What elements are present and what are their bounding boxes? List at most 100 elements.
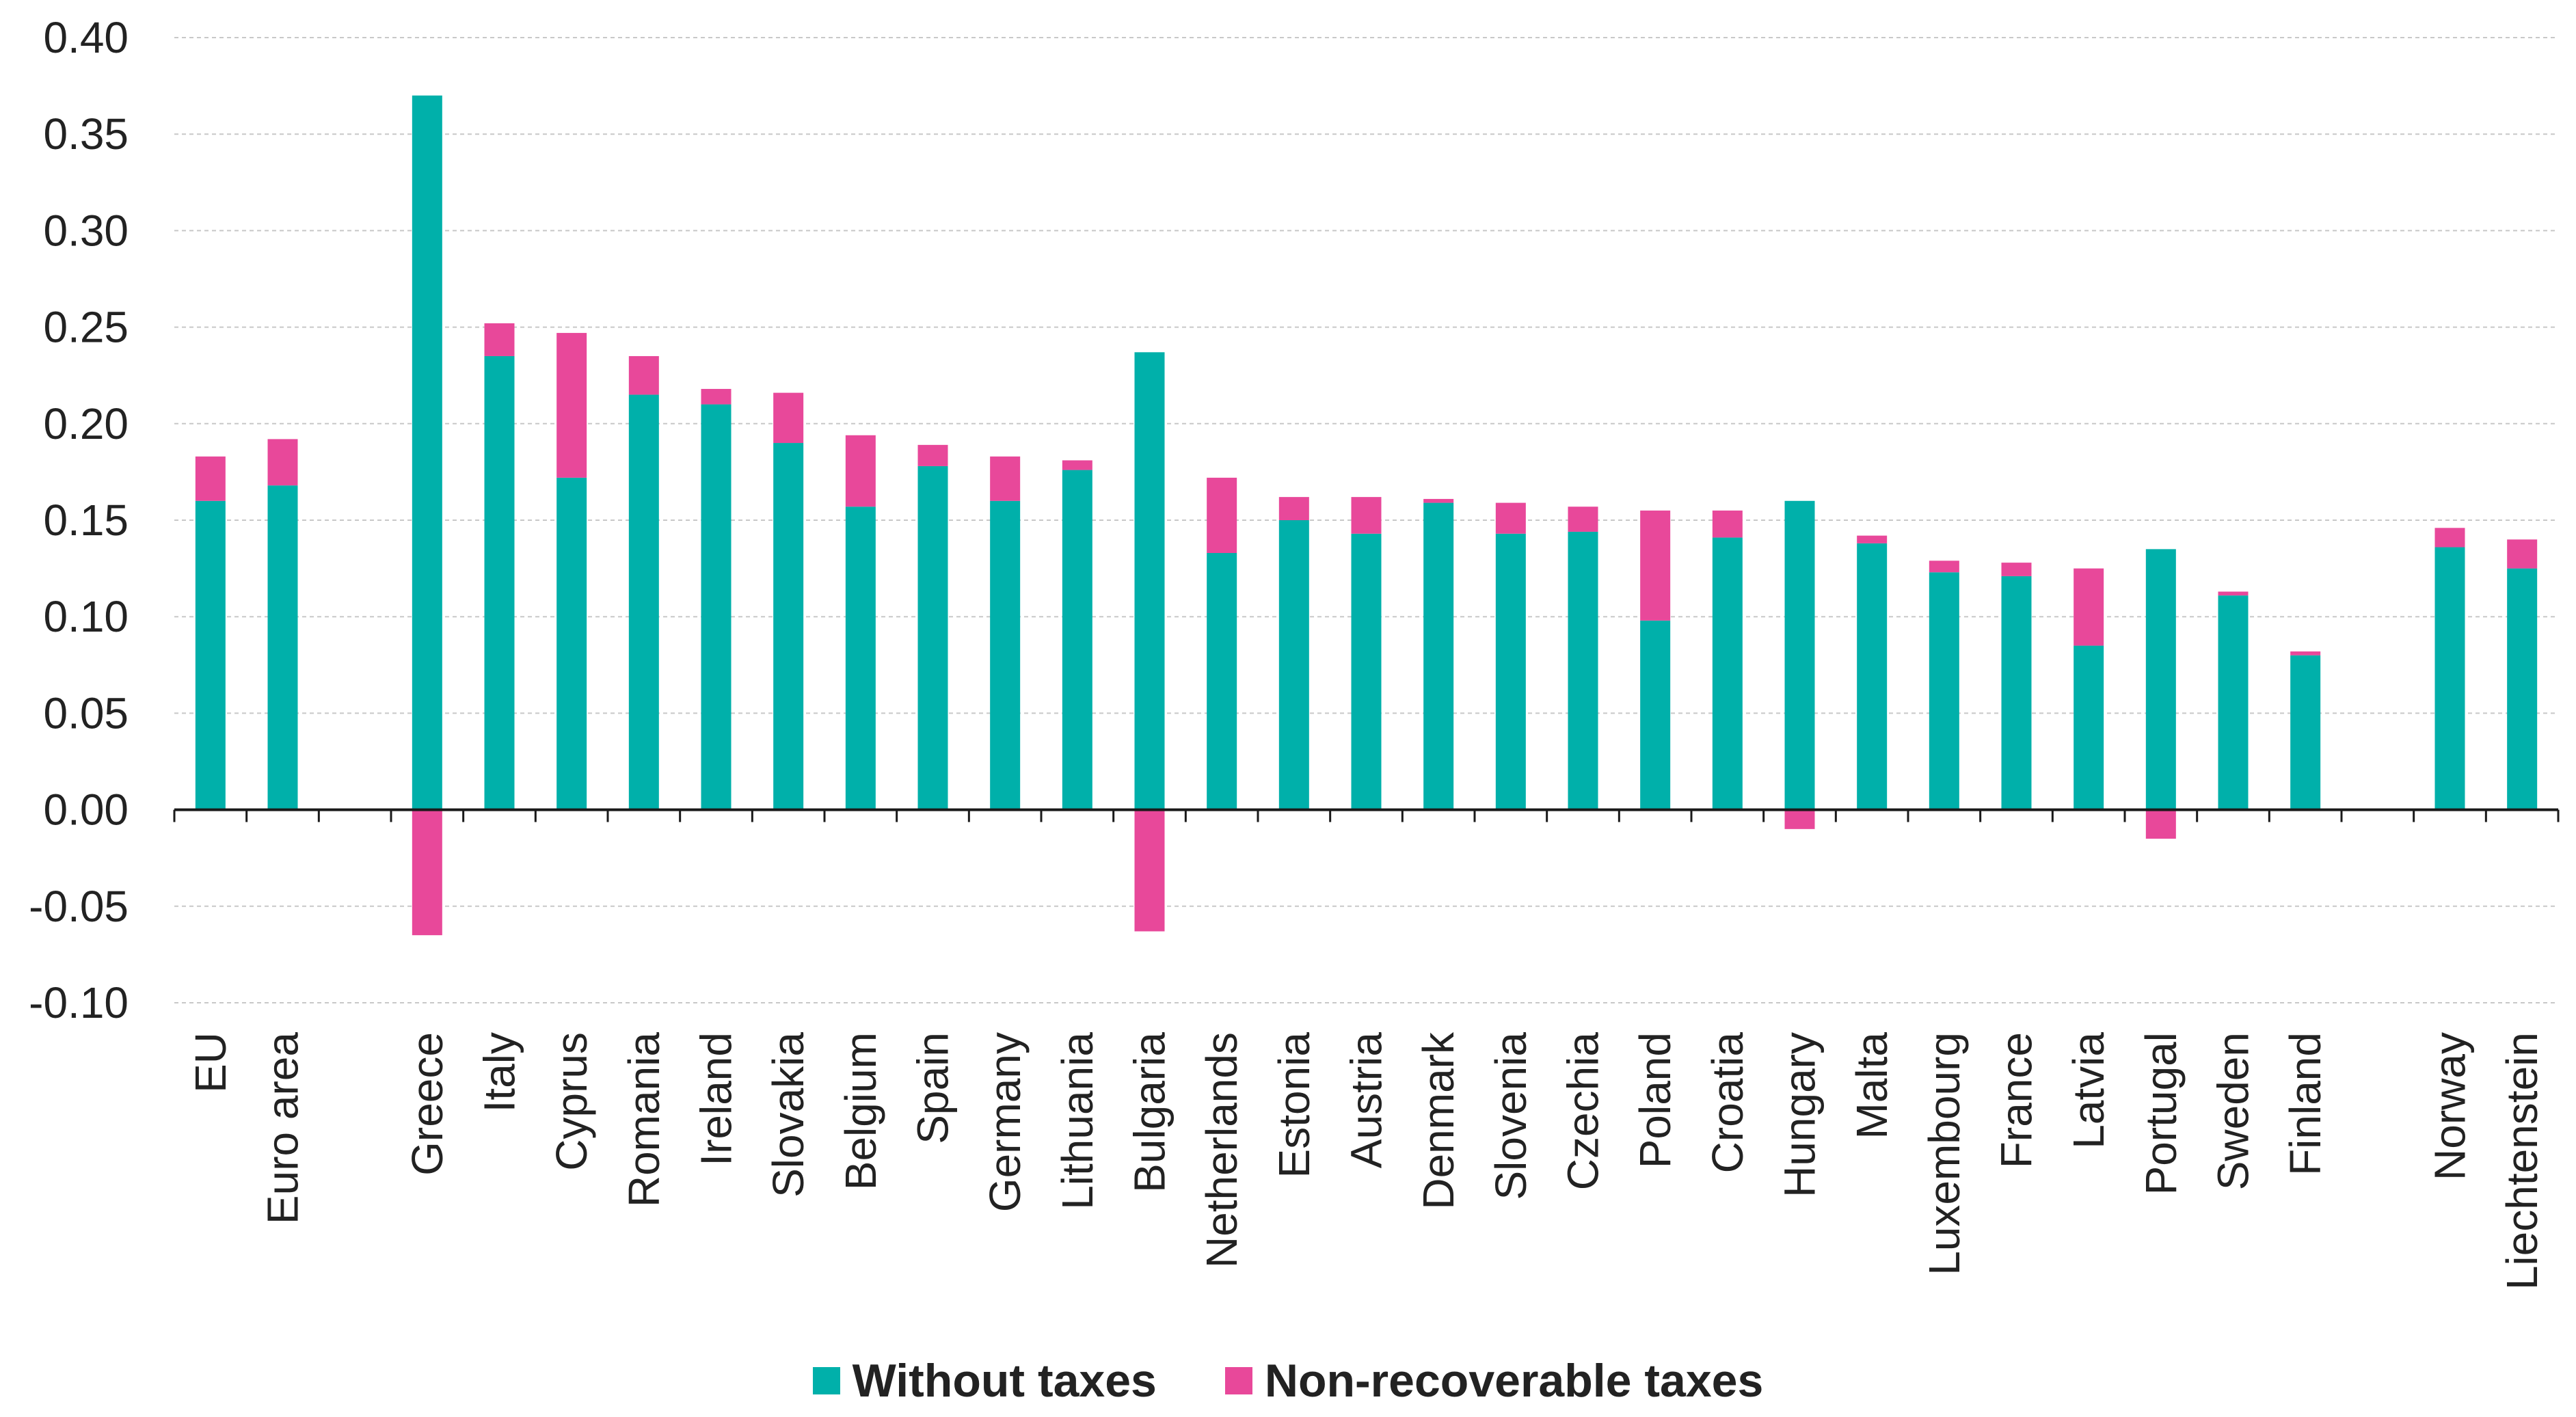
bar-without-taxes-czechia xyxy=(1568,531,1598,810)
bar-without-taxes-greece xyxy=(412,95,442,810)
y-tick-label: 0.00 xyxy=(43,785,129,835)
bar-without-taxes-lithuania xyxy=(1062,470,1092,810)
bar-non-recoverable-taxes-sweden xyxy=(2218,591,2249,596)
bar-without-taxes-austria xyxy=(1351,533,1382,810)
x-tick-label-romania: Romania xyxy=(619,1032,669,1208)
bar-non-recoverable-taxes-belgium xyxy=(845,435,876,507)
x-tick-label-czechia: Czechia xyxy=(1559,1032,1608,1191)
bar-non-recoverable-taxes-estonia xyxy=(1278,497,1309,520)
bar-without-taxes-cyprus xyxy=(556,477,587,810)
x-tick-label-eu: EU xyxy=(186,1032,235,1093)
x-tick-label-greece: Greece xyxy=(403,1032,452,1176)
bar-without-taxes-norway xyxy=(2434,547,2465,810)
x-tick-label-ireland: Ireland xyxy=(692,1032,741,1166)
bar-without-taxes-croatia xyxy=(1712,537,1743,810)
bar-non-recoverable-taxes-latvia xyxy=(2074,568,2104,646)
bar-non-recoverable-taxes-norway xyxy=(2434,528,2465,548)
bar-without-taxes-spain xyxy=(917,465,948,810)
bar-without-taxes-slovakia xyxy=(773,443,804,810)
bar-non-recoverable-taxes-eu xyxy=(195,456,226,501)
bar-non-recoverable-taxes-slovakia xyxy=(773,392,804,444)
bar-without-taxes-euro-area xyxy=(267,485,298,810)
bar-non-recoverable-taxes-germany xyxy=(990,456,1021,501)
bar-non-recoverable-taxes-malta xyxy=(1857,535,1888,543)
x-tick-label-liechtenstein: Liechtenstein xyxy=(2497,1032,2547,1290)
x-tick-label-belgium: Belgium xyxy=(836,1032,885,1190)
y-tick-label: 0.05 xyxy=(43,688,129,738)
y-tick-label: 0.20 xyxy=(43,399,129,448)
x-tick-label-euro-area: Euro area xyxy=(258,1032,308,1224)
bar-non-recoverable-taxes-hungary xyxy=(1784,809,1815,829)
x-tick-label-finland: Finland xyxy=(2281,1032,2330,1176)
bar-without-taxes-belgium xyxy=(845,507,876,810)
legend-item-without-taxes: Without taxes xyxy=(812,1354,1157,1407)
x-tick-label-hungary: Hungary xyxy=(1775,1032,1825,1198)
bar-without-taxes-estonia xyxy=(1278,520,1309,810)
x-tick-label-sweden: Sweden xyxy=(2209,1032,2258,1190)
x-tick-label-portugal: Portugal xyxy=(2136,1032,2186,1195)
bar-without-taxes-hungary xyxy=(1784,500,1815,810)
x-tick-label-luxembourg: Luxembourg xyxy=(1920,1032,1969,1276)
bar-without-taxes-eu xyxy=(195,500,226,810)
x-tick-label-slovakia: Slovakia xyxy=(764,1032,813,1198)
x-tick-label-malta: Malta xyxy=(1847,1032,1896,1139)
bar-without-taxes-latvia xyxy=(2074,645,2104,810)
bar-without-taxes-bulgaria xyxy=(1134,352,1165,810)
x-axis xyxy=(173,808,2560,822)
y-tick-label: 0.25 xyxy=(43,303,129,352)
bar-without-taxes-denmark xyxy=(1423,502,1454,810)
bar-non-recoverable-taxes-lithuania xyxy=(1062,460,1092,470)
y-tick-label: 0.35 xyxy=(43,109,129,159)
legend-swatch-without-taxes xyxy=(812,1367,840,1394)
x-tick-label-netherlands: Netherlands xyxy=(1197,1032,1246,1268)
x-tick-label-cyprus: Cyprus xyxy=(547,1032,596,1171)
x-axis-category-labels: EU Euro area Greece Italy Cyprus Romania Irela… xyxy=(186,1031,2547,1290)
legend: Without taxes Non-recoverable taxes xyxy=(0,1350,2576,1412)
bar-non-recoverable-taxes-cyprus xyxy=(556,333,587,478)
bar-without-taxes-romania xyxy=(628,394,659,810)
legend-label-non-recoverable-taxes: Non-recoverable taxes xyxy=(1264,1355,1764,1407)
bar-non-recoverable-taxes-slovenia xyxy=(1495,502,1526,534)
x-tick-label-estonia: Estonia xyxy=(1270,1032,1319,1178)
legend-swatch-non-recoverable-taxes xyxy=(1224,1367,1252,1394)
bar-without-taxes-netherlands xyxy=(1207,553,1237,810)
x-tick-label-austria: Austria xyxy=(1342,1032,1391,1169)
bar-non-recoverable-taxes-croatia xyxy=(1712,510,1743,538)
bar-without-taxes-poland xyxy=(1640,620,1671,810)
x-tick-label-germany: Germany xyxy=(980,1032,1030,1212)
bar-without-taxes-luxembourg xyxy=(1929,572,1959,810)
bar-without-taxes-slovenia xyxy=(1495,533,1526,810)
legend-item-non-recoverable-taxes: Non-recoverable taxes xyxy=(1224,1354,1764,1407)
x-tick-label-lithuania: Lithuania xyxy=(1053,1032,1102,1210)
bar-without-taxes-france xyxy=(2001,576,2032,810)
bar-non-recoverable-taxes-poland xyxy=(1640,510,1671,621)
bar-non-recoverable-taxes-romania xyxy=(628,355,659,395)
bar-non-recoverable-taxes-bulgaria xyxy=(1134,809,1165,932)
bar-non-recoverable-taxes-liechtenstein xyxy=(2507,539,2538,569)
bars xyxy=(195,95,2538,936)
bar-non-recoverable-taxes-greece xyxy=(412,809,442,936)
bar-without-taxes-sweden xyxy=(2218,595,2249,810)
x-tick-label-bulgaria: Bulgaria xyxy=(1125,1032,1175,1193)
x-tick-label-latvia: Latvia xyxy=(2064,1032,2113,1149)
bar-non-recoverable-taxes-spain xyxy=(917,444,948,466)
bar-non-recoverable-taxes-austria xyxy=(1351,497,1382,534)
bar-without-taxes-malta xyxy=(1857,543,1888,810)
bar-non-recoverable-taxes-luxembourg xyxy=(1929,561,1959,573)
y-tick-label: 0.40 xyxy=(43,13,129,62)
bar-without-taxes-germany xyxy=(990,500,1021,810)
bar-non-recoverable-taxes-netherlands xyxy=(1207,477,1237,554)
y-tick-label: 0.10 xyxy=(43,592,129,641)
bar-without-taxes-portugal xyxy=(2145,549,2176,810)
y-tick-label: -0.10 xyxy=(29,978,129,1027)
bar-non-recoverable-taxes-france xyxy=(2001,563,2032,576)
bar-non-recoverable-taxes-finland xyxy=(2290,651,2321,656)
bar-without-taxes-liechtenstein xyxy=(2507,568,2538,810)
x-tick-label-norway: Norway xyxy=(2426,1032,2475,1180)
x-tick-label-poland: Poland xyxy=(1631,1032,1680,1168)
y-axis-tick-labels: -0.10 -0.05 0.00 0.05 0.10 0.15 0.20 0.25 0.30 0.… xyxy=(29,13,129,1027)
y-tick-label: 0.30 xyxy=(43,206,129,255)
x-tick-label-denmark: Denmark xyxy=(1414,1031,1463,1210)
y-tick-label: -0.05 xyxy=(29,882,129,931)
